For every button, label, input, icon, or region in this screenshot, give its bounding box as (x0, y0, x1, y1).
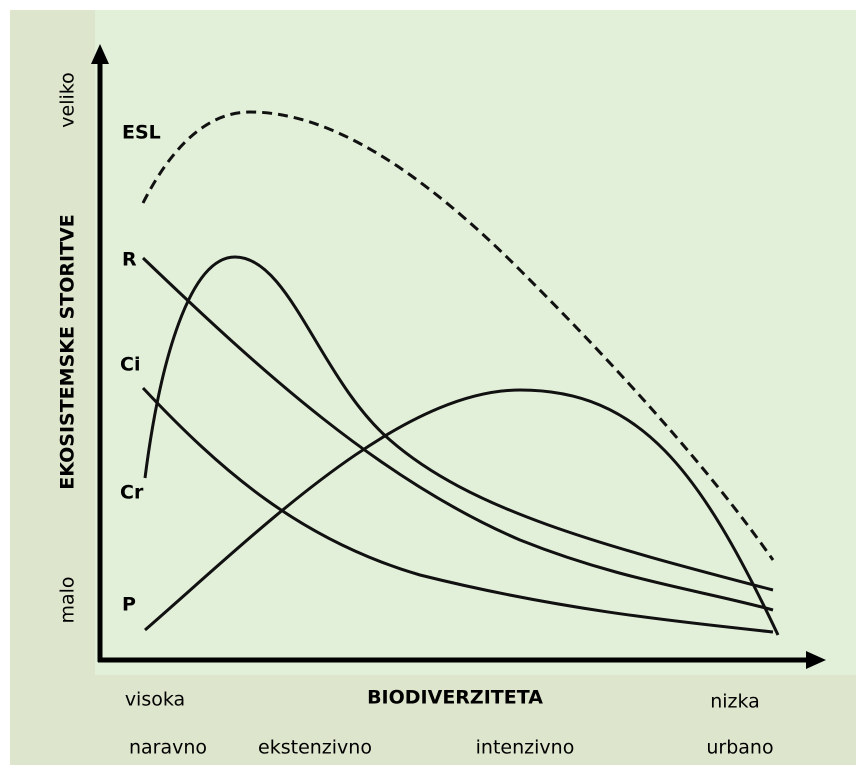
curve-label: P (122, 594, 136, 616)
x-high: visoka (125, 689, 185, 711)
bottom-panel (95, 675, 856, 765)
curve-label: Ci (120, 354, 140, 376)
x-arrow (806, 651, 826, 669)
land-use: naravno (129, 737, 207, 759)
left-panel (10, 10, 95, 765)
y-title: EKOSISTEMSKE STORITVE (57, 214, 79, 489)
land-use: ekstenzivno (258, 737, 372, 759)
land-use: intenzivno (476, 737, 575, 759)
y-low: malo (57, 576, 79, 623)
x-low: nizka (710, 691, 760, 713)
plot-area (95, 10, 856, 675)
curve-p (144, 388, 780, 636)
curve-ci (141, 386, 774, 634)
curve-label: R (122, 249, 137, 271)
curve-label: Cr (120, 482, 144, 504)
land-use: urbano (706, 737, 773, 759)
y-arrow (91, 44, 109, 64)
curve-cr (143, 255, 774, 592)
curve-esl (141, 110, 775, 561)
y-high: veliko (57, 72, 79, 127)
x-title: BIODIVERZITETA (367, 687, 543, 709)
curve-label: ESL (122, 122, 161, 144)
curve-r (141, 256, 774, 612)
